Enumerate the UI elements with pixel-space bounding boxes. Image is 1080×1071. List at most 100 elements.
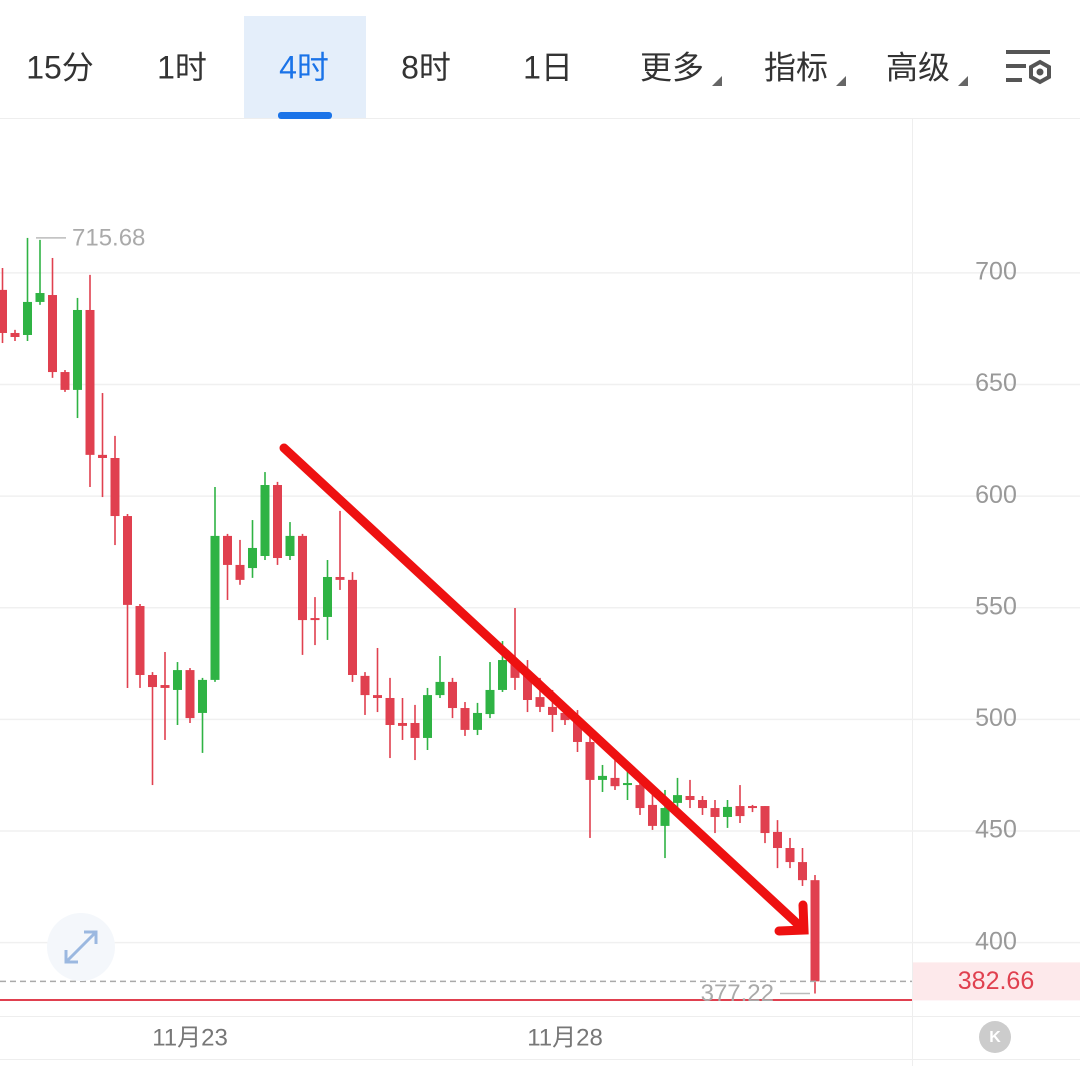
candle-body	[10, 332, 20, 337]
active-tab-indicator	[278, 112, 332, 119]
trend-arrow	[279, 443, 809, 936]
candle-body	[173, 670, 182, 690]
candle-body	[285, 535, 295, 557]
candle-body	[810, 880, 820, 982]
y-tick-label: 450	[975, 816, 1017, 844]
y-tick-label: 500	[975, 704, 1017, 732]
candle-body	[485, 689, 495, 715]
candle-body	[798, 862, 807, 881]
candle-body	[560, 712, 570, 721]
candle-body	[548, 706, 557, 715]
active-tab-bg	[244, 16, 366, 118]
candle-body	[673, 795, 682, 803]
candle-body	[273, 485, 282, 559]
candle-body	[610, 777, 620, 787]
candle-body	[698, 800, 707, 809]
candle-body	[598, 775, 607, 780]
low-label: 377.22	[701, 980, 774, 1007]
candle-body	[473, 712, 482, 730]
y-tick-label: 550	[975, 592, 1017, 620]
candle-body	[85, 309, 95, 455]
candle-body	[360, 675, 370, 696]
candle-body	[48, 295, 57, 373]
svg-text:K: K	[989, 1029, 1001, 1046]
tab-bar	[0, 0, 1080, 118]
candle-body	[323, 576, 332, 617]
candle-body	[448, 681, 457, 709]
candle-body	[648, 804, 657, 826]
candle-body	[535, 697, 545, 707]
candle-body	[148, 674, 157, 688]
candle-body	[423, 695, 432, 738]
tab[interactable]: 指标	[764, 49, 828, 85]
tab[interactable]: 1时	[157, 49, 207, 85]
candle-body	[348, 579, 357, 675]
candle-body	[135, 606, 145, 675]
candle-body	[498, 660, 507, 690]
candle-body	[73, 309, 82, 390]
high-label: 715.68	[72, 224, 145, 251]
candle-body	[98, 454, 107, 458]
tab[interactable]: 8时	[401, 49, 451, 85]
y-tick-label: 400	[975, 927, 1017, 955]
candle-body	[573, 720, 582, 742]
candle-body	[585, 741, 595, 780]
x-tick-label: 11月28	[527, 1024, 603, 1051]
candle-body	[210, 535, 220, 680]
tab[interactable]: 4时	[279, 49, 329, 85]
candle-body	[760, 806, 770, 834]
candle-body	[110, 457, 120, 517]
tab[interactable]: 15分	[26, 49, 94, 85]
x-tick-label: 11月23	[152, 1024, 228, 1051]
candle-body	[335, 576, 345, 580]
candle-body	[198, 679, 207, 713]
candle-body	[298, 535, 307, 621]
candle-body	[185, 670, 195, 719]
candle-body	[223, 535, 232, 565]
tab[interactable]: 高级	[886, 49, 950, 85]
candle-body	[435, 681, 445, 696]
candle-body	[310, 618, 320, 621]
candle-body	[735, 806, 745, 817]
candle-body	[373, 695, 382, 698]
candle-body	[35, 293, 45, 302]
candle-body	[385, 697, 395, 726]
tab[interactable]: 更多	[640, 49, 704, 85]
dropdown-caret	[836, 76, 846, 86]
tab[interactable]: 1日	[523, 49, 573, 85]
collapse-button[interactable]: K	[979, 1021, 1011, 1053]
candle-body	[398, 722, 407, 726]
candle-body	[723, 806, 732, 817]
candle-body	[160, 685, 170, 688]
candle-body	[60, 372, 70, 390]
y-tick-label: 650	[975, 369, 1017, 397]
dropdown-caret	[712, 76, 722, 86]
dropdown-caret	[958, 76, 968, 86]
candle-body	[785, 848, 795, 863]
candle-body	[410, 722, 420, 738]
y-tick-label: 600	[975, 481, 1017, 509]
candle-body	[0, 289, 7, 333]
candle-body	[260, 485, 270, 557]
candle-body	[635, 785, 645, 809]
candle-body	[248, 547, 257, 569]
candle-body	[623, 783, 632, 786]
candle-body	[460, 708, 470, 730]
candle-body	[773, 831, 782, 849]
candle-body	[523, 674, 532, 700]
candle-body	[748, 806, 757, 809]
y-tick-label: 700	[975, 258, 1017, 286]
expand-button[interactable]	[47, 913, 115, 981]
candle-body	[510, 660, 520, 678]
settings-icon[interactable]	[1006, 50, 1051, 85]
last-price-box	[913, 962, 1080, 1001]
candle-body	[235, 564, 245, 580]
candle-body	[123, 516, 132, 605]
last-price-label: 382.66	[958, 967, 1034, 995]
candle-body	[685, 795, 695, 801]
candle-body	[710, 808, 720, 817]
candle-body	[660, 808, 670, 826]
candle-body	[23, 301, 32, 335]
